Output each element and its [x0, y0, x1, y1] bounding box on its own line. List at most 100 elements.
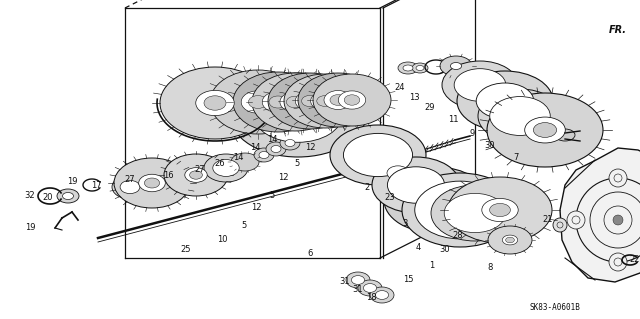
Ellipse shape [376, 291, 388, 300]
Text: 12: 12 [251, 204, 261, 212]
Ellipse shape [364, 284, 376, 293]
Text: 22: 22 [630, 256, 640, 264]
Ellipse shape [254, 88, 342, 142]
Ellipse shape [241, 91, 275, 113]
Ellipse shape [204, 96, 226, 110]
Ellipse shape [233, 72, 323, 132]
Circle shape [609, 253, 627, 271]
Ellipse shape [196, 90, 234, 115]
Ellipse shape [324, 91, 352, 109]
Ellipse shape [210, 70, 306, 134]
Ellipse shape [269, 96, 287, 108]
Ellipse shape [139, 174, 165, 192]
Ellipse shape [287, 96, 303, 108]
Text: 24: 24 [395, 84, 405, 93]
Text: 30: 30 [484, 142, 495, 151]
Ellipse shape [280, 92, 310, 112]
Ellipse shape [525, 117, 565, 143]
Ellipse shape [254, 148, 274, 162]
Ellipse shape [189, 171, 202, 179]
Text: 21: 21 [543, 216, 553, 225]
Ellipse shape [416, 65, 424, 70]
Text: 5: 5 [269, 190, 275, 199]
Ellipse shape [231, 153, 259, 171]
Ellipse shape [351, 276, 365, 285]
Ellipse shape [230, 73, 366, 157]
Ellipse shape [271, 145, 281, 152]
Ellipse shape [415, 181, 505, 239]
Text: 27: 27 [195, 166, 205, 174]
Text: 29: 29 [425, 102, 435, 112]
Ellipse shape [120, 181, 140, 194]
Ellipse shape [298, 73, 378, 127]
Text: 18: 18 [365, 293, 376, 302]
Text: 7: 7 [513, 153, 518, 162]
Ellipse shape [313, 74, 391, 126]
Text: 20: 20 [43, 194, 53, 203]
Ellipse shape [262, 92, 294, 113]
Text: 12: 12 [278, 173, 288, 182]
Ellipse shape [451, 63, 461, 70]
Text: 5: 5 [294, 159, 300, 167]
Text: FR.: FR. [609, 25, 627, 35]
Ellipse shape [402, 173, 518, 247]
Circle shape [609, 169, 627, 187]
Text: 30: 30 [440, 246, 451, 255]
Text: 14: 14 [250, 144, 260, 152]
Ellipse shape [284, 74, 366, 128]
Ellipse shape [412, 63, 428, 73]
Text: 4: 4 [415, 242, 420, 251]
Ellipse shape [398, 62, 418, 74]
Text: 13: 13 [409, 93, 419, 102]
Ellipse shape [387, 166, 409, 180]
Text: 31: 31 [340, 278, 350, 286]
Ellipse shape [490, 204, 511, 217]
Ellipse shape [431, 185, 519, 241]
Ellipse shape [487, 93, 603, 167]
Ellipse shape [555, 129, 575, 141]
Ellipse shape [403, 65, 413, 71]
Ellipse shape [266, 142, 286, 156]
Ellipse shape [533, 122, 557, 137]
Text: 11: 11 [448, 115, 458, 124]
Polygon shape [560, 148, 640, 282]
Ellipse shape [114, 158, 190, 208]
Ellipse shape [339, 91, 365, 109]
Text: 32: 32 [25, 190, 35, 199]
Text: 6: 6 [307, 249, 313, 257]
Circle shape [567, 211, 585, 229]
Text: 1: 1 [429, 261, 435, 270]
Ellipse shape [408, 182, 465, 218]
Text: 15: 15 [403, 276, 413, 285]
Ellipse shape [330, 125, 426, 185]
Ellipse shape [259, 152, 269, 159]
Ellipse shape [204, 154, 248, 182]
Ellipse shape [420, 190, 452, 210]
Ellipse shape [330, 95, 346, 105]
Text: 19: 19 [25, 222, 35, 232]
Text: 3: 3 [403, 219, 408, 227]
Text: 26: 26 [214, 160, 225, 168]
Ellipse shape [295, 91, 324, 111]
Ellipse shape [448, 177, 552, 243]
Circle shape [553, 218, 567, 232]
Ellipse shape [476, 83, 534, 119]
Text: 10: 10 [217, 235, 227, 244]
Text: 9: 9 [469, 129, 475, 137]
Text: 5: 5 [241, 220, 246, 229]
Text: 19: 19 [67, 176, 77, 186]
Ellipse shape [478, 89, 562, 143]
Ellipse shape [358, 280, 382, 296]
Ellipse shape [63, 192, 74, 199]
Ellipse shape [112, 175, 148, 199]
Ellipse shape [454, 69, 506, 101]
Ellipse shape [444, 193, 506, 233]
Ellipse shape [145, 178, 159, 188]
Text: 31: 31 [353, 286, 364, 294]
Text: 17: 17 [91, 182, 101, 190]
Ellipse shape [185, 168, 207, 182]
Circle shape [613, 215, 623, 225]
Text: 16: 16 [163, 170, 173, 180]
Text: 14: 14 [267, 136, 277, 145]
Ellipse shape [378, 160, 418, 186]
